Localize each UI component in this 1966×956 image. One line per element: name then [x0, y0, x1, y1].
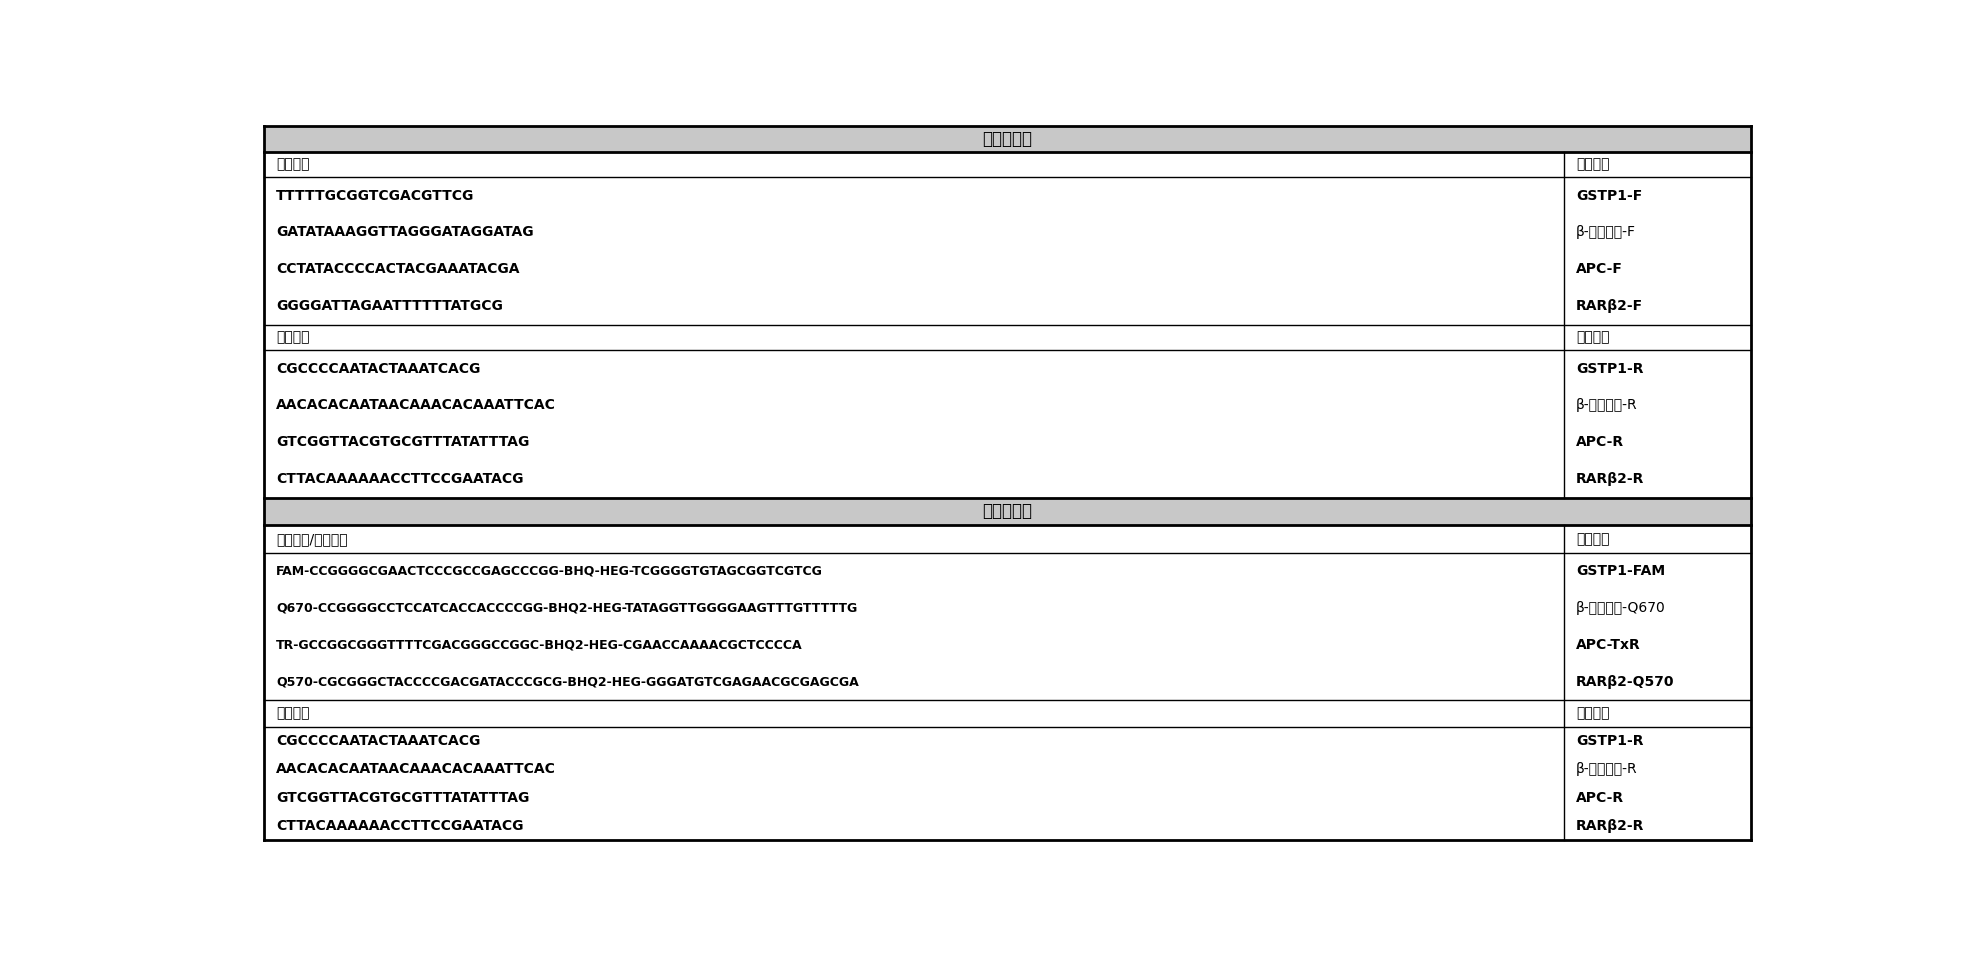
Text: 扩增混合物: 扩增混合物 [983, 130, 1032, 147]
Bar [263, 497, 1752, 525]
Text: APC-F: APC-F [1577, 262, 1622, 276]
Text: 反向引物: 反向引物 [275, 331, 311, 344]
Text: 序列标识: 序列标识 [1577, 706, 1610, 721]
Text: GGGGATTAGAATTTTTTATGCG: GGGGATTAGAATTTTTTATGCG [275, 299, 503, 314]
Text: Q570-CGCGGGCTACCCCGACGATACCCGCG-BHQ2-HEG-GGGATGTCGAGAACGCGAGCGA: Q570-CGCGGGCTACCCCGACGATACCCGCG-BHQ2-HEG… [275, 675, 859, 688]
Text: 序列标识: 序列标识 [1577, 158, 1610, 171]
Text: TR-GCCGGCGGGTTTTCGACGGGCCGGC-BHQ2-HEG-CGAACCAAAACGCTCCCCA: TR-GCCGGCGGGTTTTCGACGGGCCGGC-BHQ2-HEG-CG… [275, 639, 802, 651]
Text: GSTP1-R: GSTP1-R [1577, 734, 1644, 749]
Text: APC-R: APC-R [1577, 791, 1624, 805]
Text: 反向引物: 反向引物 [275, 706, 311, 721]
Text: RARβ2-R: RARβ2-R [1577, 472, 1644, 486]
Text: GSTP1-FAM: GSTP1-FAM [1577, 564, 1665, 578]
Text: GSTP1-F: GSTP1-F [1577, 188, 1642, 203]
Text: AACACACAATAACAAACACAAATTCAC: AACACACAATAACAAACACAAATTCAC [275, 762, 556, 776]
Text: GTCGGTTACGTGCGTTTATATTTAG: GTCGGTTACGTGCGTTTATATTTAG [275, 435, 529, 449]
Text: 检测混合物: 检测混合物 [983, 502, 1032, 520]
Text: RARβ2-F: RARβ2-F [1577, 299, 1644, 314]
Text: CGCCCCAATACTAAATCACG: CGCCCCAATACTAAATCACG [275, 734, 480, 749]
Text: β-肌动蛋白-R: β-肌动蛋白-R [1577, 762, 1638, 776]
Text: RARβ2-Q570: RARβ2-Q570 [1577, 675, 1675, 688]
Text: APC-R: APC-R [1577, 435, 1624, 449]
Text: 序列标识: 序列标识 [1577, 331, 1610, 344]
Text: GTCGGTTACGTGCGTTTATATTTAG: GTCGGTTACGTGCGTTTATATTTAG [275, 791, 529, 805]
Bar [263, 497, 1752, 525]
Text: GATATAAAGGTTAGGGATAGGATAG: GATATAAAGGTTAGGGATAGGATAG [275, 226, 535, 240]
Text: 厘型探针/引物杂交: 厘型探针/引物杂交 [275, 532, 348, 546]
Text: GSTP1-R: GSTP1-R [1577, 361, 1644, 376]
Text: TTTTTGCGGTCGACGTTCG: TTTTTGCGGTCGACGTTCG [275, 188, 474, 203]
Bar [263, 126, 1752, 152]
Text: FAM-CCGGGGCGAACTCCCGCCGAGCCCGG-BHQ-HEG-TCGGGGTGTAGCGGTCGTCG: FAM-CCGGGGCGAACTCCCGCCGAGCCCGG-BHQ-HEG-T… [275, 565, 824, 577]
Text: β-肌动蛋白-Q670: β-肌动蛋白-Q670 [1577, 601, 1665, 615]
Text: CCTATACCCCACTACGAAATACGA: CCTATACCCCACTACGAAATACGA [275, 262, 519, 276]
Text: RARβ2-R: RARβ2-R [1577, 818, 1644, 833]
Text: APC-TxR: APC-TxR [1577, 638, 1642, 652]
Bar [263, 126, 1752, 152]
Text: CGCCCCAATACTAAATCACG: CGCCCCAATACTAAATCACG [275, 361, 480, 376]
Text: β-肌动蛋白-F: β-肌动蛋白-F [1577, 226, 1636, 240]
Text: CTTACAAAAAACCTTCCGAATACG: CTTACAAAAAACCTTCCGAATACG [275, 472, 523, 486]
Text: CTTACAAAAAACCTTCCGAATACG: CTTACAAAAAACCTTCCGAATACG [275, 818, 523, 833]
Text: 正向引物: 正向引物 [275, 158, 311, 171]
Text: 序列标识: 序列标识 [1577, 532, 1610, 546]
Text: β-肌动蛋白-R: β-肌动蛋白-R [1577, 399, 1638, 412]
Text: Q670-CCGGGGCCTCCATCACCACCCCGG-BHQ2-HEG-TATAGGTTGGGGAAGTTTGTTTTTG: Q670-CCGGGGCCTCCATCACCACCCCGG-BHQ2-HEG-T… [275, 601, 857, 615]
Text: AACACACAATAACAAACACAAATTCAC: AACACACAATAACAAACACAAATTCAC [275, 399, 556, 412]
